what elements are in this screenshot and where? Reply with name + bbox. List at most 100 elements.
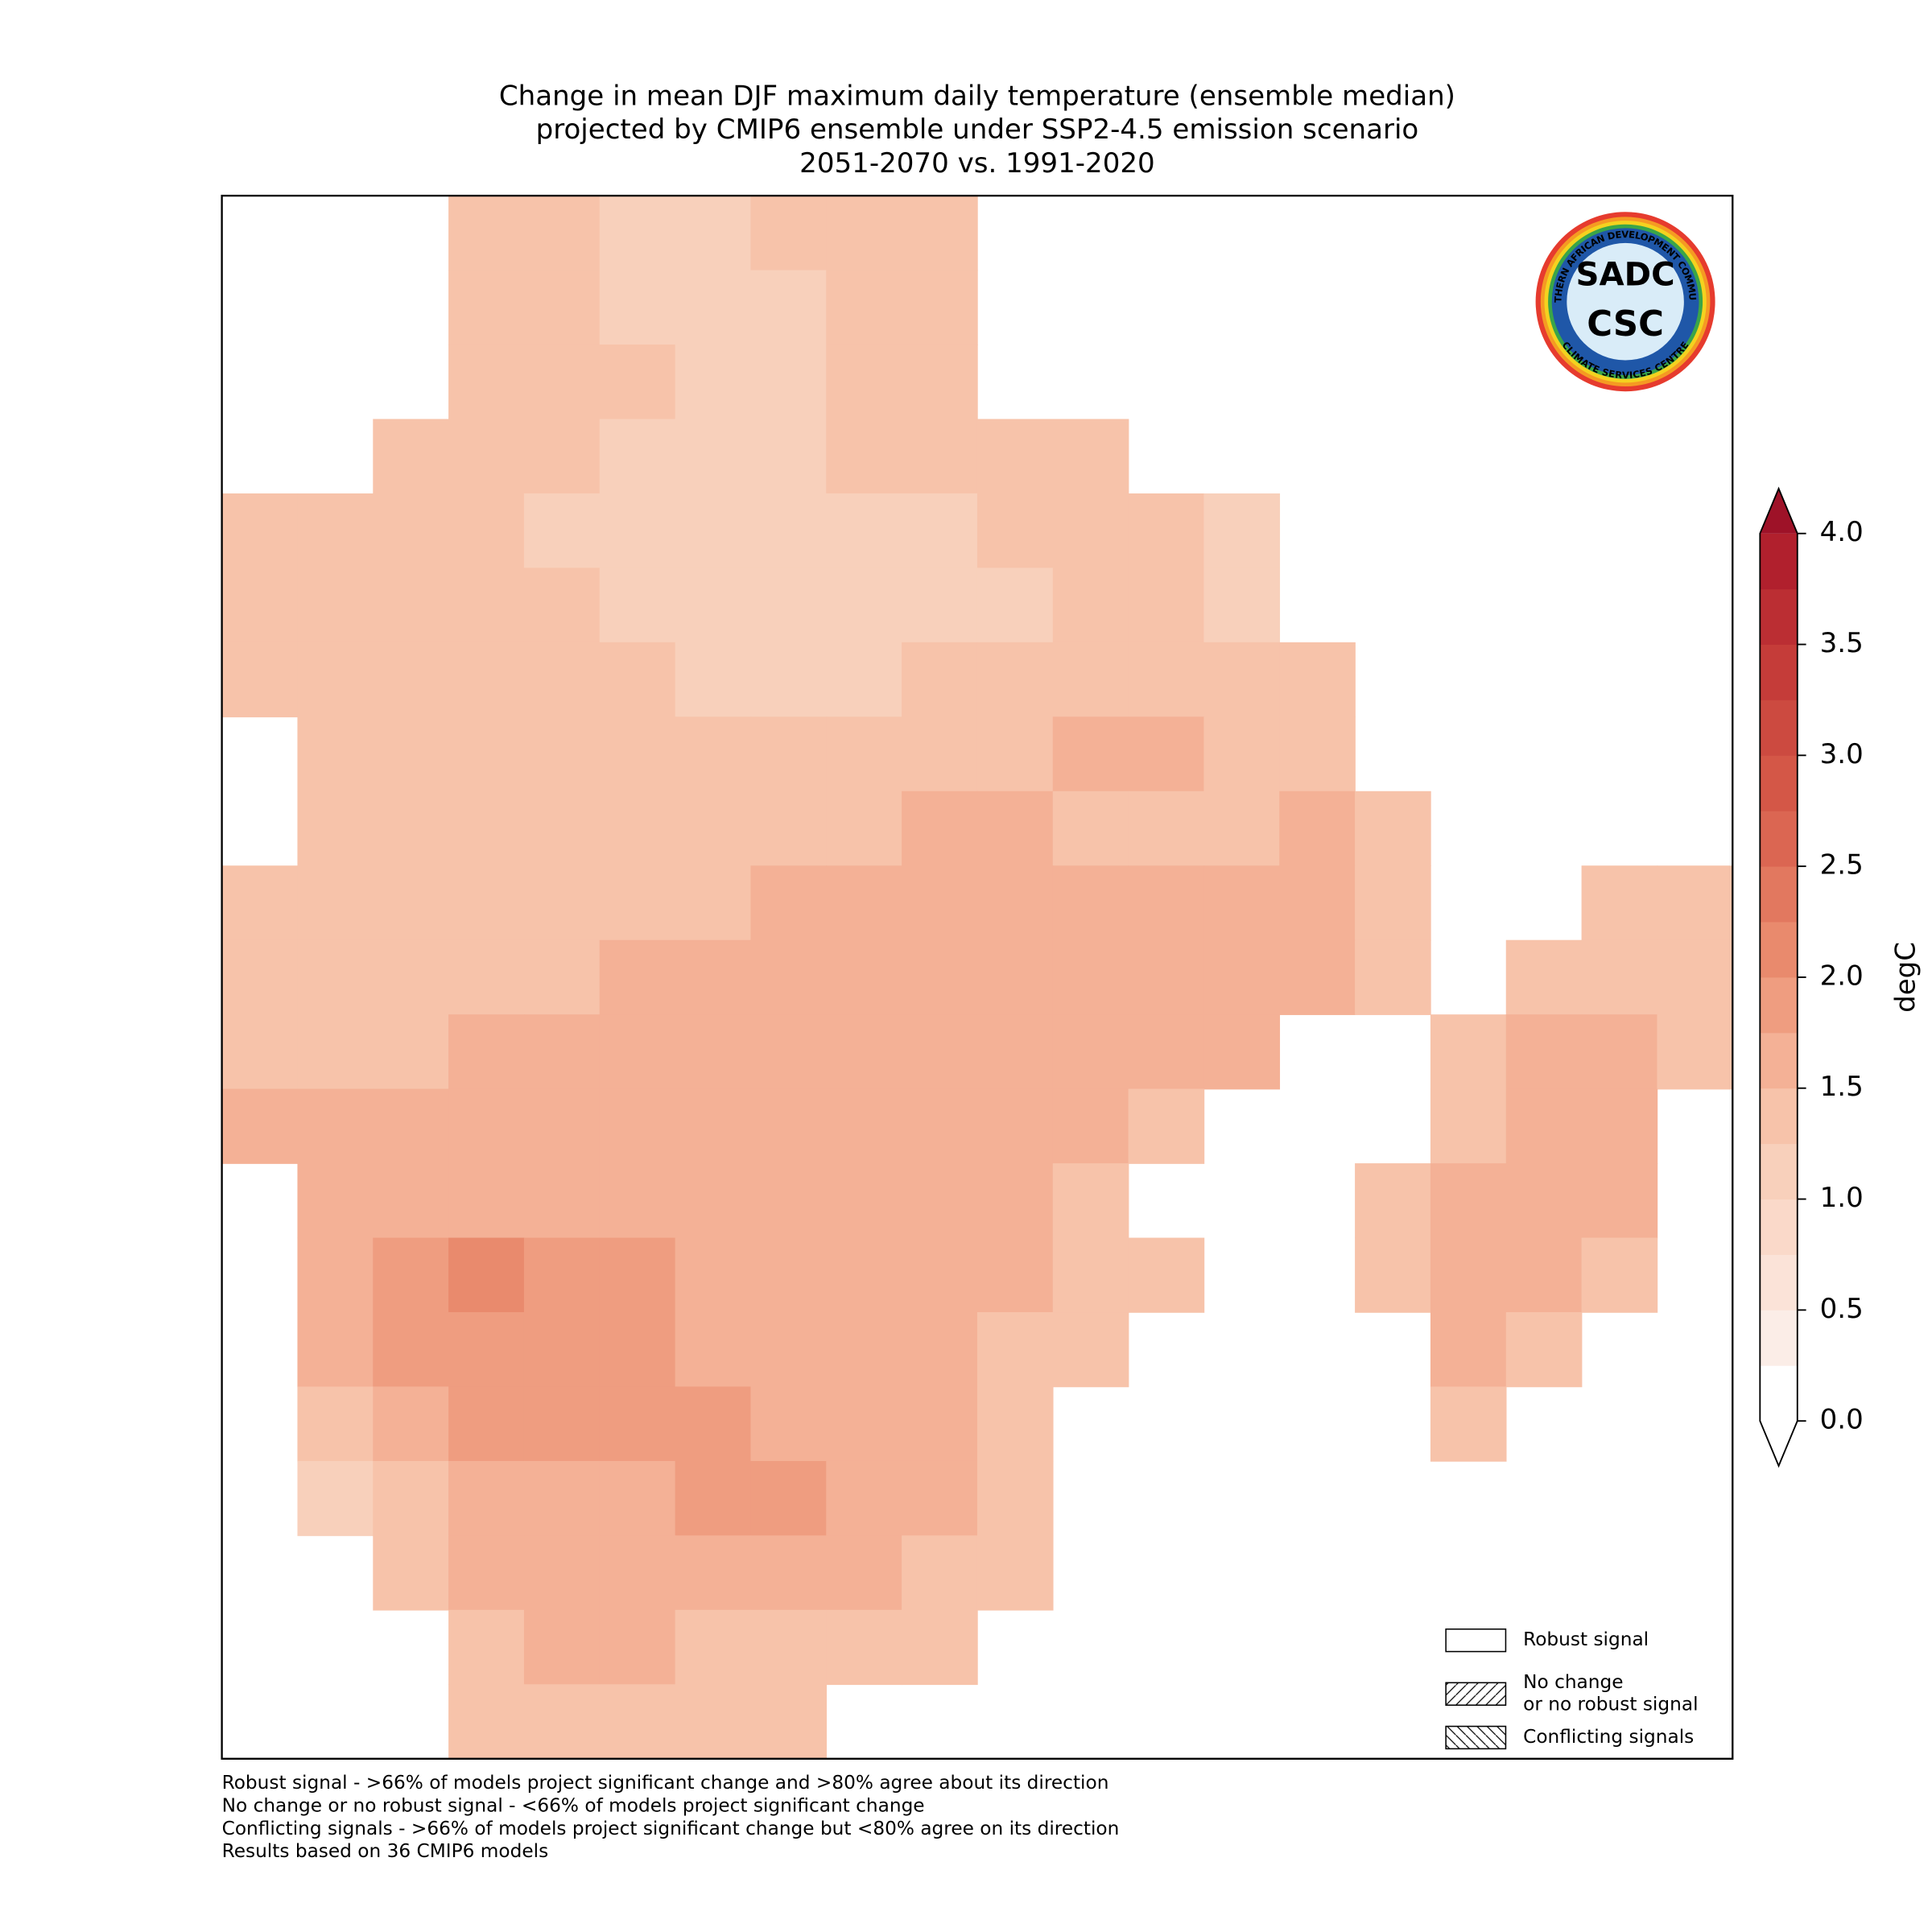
map-cell [1128,1088,1205,1164]
map-cell [902,1163,978,1239]
map-cell [1052,1014,1129,1090]
colorbar-segment [1760,1310,1798,1366]
map-cell [1052,419,1129,494]
map-cell [1581,1014,1658,1090]
map-cell [297,939,374,1015]
map-cell [599,1163,676,1239]
map-cell [523,1088,601,1164]
map-cell [1581,1237,1658,1313]
map-cell [523,1386,601,1462]
map-cell [750,1684,828,1760]
map-cell [675,642,752,718]
map-cell [1128,642,1205,718]
map-cell [750,716,828,792]
map-cell [599,865,676,941]
colorbar-tick-label: 0.0 [1820,1404,1864,1436]
map-cell [523,1163,601,1239]
colorbar-segment [1760,1032,1798,1089]
map-cell [902,1535,978,1611]
map-cell [1279,642,1356,718]
map-cell [826,1237,902,1313]
map-cell [599,1088,676,1164]
map-cell [1203,568,1281,643]
map-cell [448,568,525,643]
map-cell [599,1237,676,1313]
map-cell [1581,865,1658,941]
map-cell [297,865,374,941]
map-cell [523,196,601,271]
map-cell [599,1460,676,1537]
map-cell [826,493,902,569]
map-cell [750,1163,828,1239]
map-cell [221,939,299,1015]
map-cell [750,865,828,941]
map-cell [675,1609,752,1686]
map-cell [1279,939,1356,1015]
map-cell [1203,865,1281,941]
colorbar-segment [1760,644,1798,700]
map-cell [448,716,525,792]
map-cell [1203,1014,1281,1090]
map-cell [675,1386,752,1462]
map-cell [221,642,299,718]
map-cell [902,939,978,1015]
map-cells [221,196,1734,1760]
map-cell [1355,1237,1431,1313]
map-cell [1052,1163,1129,1239]
map-cell [373,568,449,643]
map-cell [750,791,828,867]
map-cell [675,1535,752,1611]
map-cell [523,1684,601,1760]
map-cell [1203,791,1281,867]
map-cell [1128,939,1205,1015]
map-cell [750,1386,828,1462]
map-cell [448,1312,525,1388]
map-cell [297,1237,374,1313]
map-cell [523,1237,601,1313]
map-cell [373,493,449,569]
colorbar-tick-label: 0.5 [1820,1293,1864,1325]
colorbar-segment [1760,1365,1798,1422]
map-cell [1052,791,1129,867]
map-cell [1203,493,1281,569]
map-cell [902,865,978,941]
map-cell [221,1088,299,1164]
map-cell [902,716,978,792]
map-cell [1355,865,1431,941]
map-cell [750,419,828,494]
map-cell [750,939,828,1015]
map-cell [1657,939,1734,1015]
map-cell [1505,1088,1583,1164]
colorbar-tick-label: 2.5 [1820,849,1864,881]
map-cell [902,1386,978,1462]
map-cell [1430,1386,1507,1462]
map-cell [826,1609,902,1686]
map-cell [902,270,978,345]
map-cell [373,419,449,494]
map-cell [599,345,676,420]
map-cell [448,939,525,1015]
map-cell [675,1460,752,1537]
map-cell [221,493,299,569]
map-cell [373,939,449,1015]
map-cell [297,1312,374,1388]
map-cell [448,642,525,718]
map-cell [448,1684,525,1760]
map-cell [1279,865,1356,941]
map-cell [750,1609,828,1686]
map-cell [448,1535,525,1611]
map-cell [826,1088,902,1164]
map-cell [448,270,525,345]
title-line: 2051-2070 vs. 1991-2020 [799,147,1155,180]
map-cell [750,1014,828,1090]
map-cell [448,196,525,271]
map-cell [1128,1014,1205,1090]
map-cell [599,568,676,643]
colorbar: 0.0 0.5 1.0 1.5 2.0 2.5 3.0 3.5 4.0 [1759,486,1864,1468]
legend-swatch [1445,1628,1507,1653]
footnotes: Robust signal - >66% of models project s… [222,1772,1120,1862]
legend-label: or no robust signal [1523,1694,1698,1715]
map-cell [1203,716,1281,792]
map-cell [902,1609,978,1686]
